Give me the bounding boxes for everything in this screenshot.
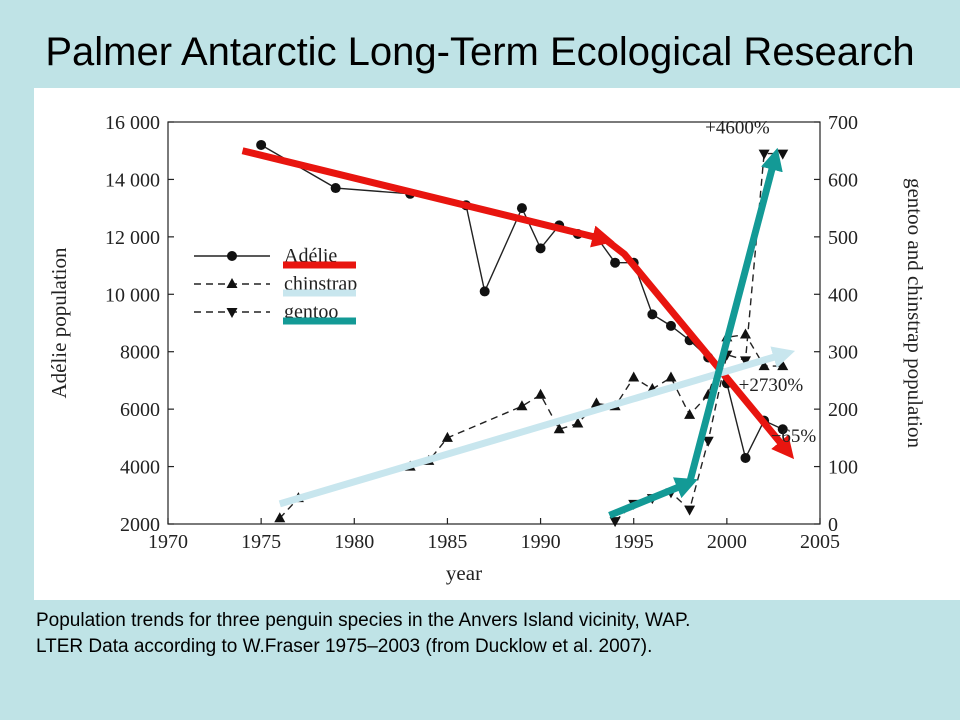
x-tick-label: 1990 <box>521 531 561 553</box>
chinstrap-point <box>535 388 547 399</box>
gentoo-point <box>739 356 751 367</box>
annotations-layer: +4600% +2730% −65% <box>705 117 816 447</box>
x-tick-label: 1980 <box>334 531 374 553</box>
chinstrap-point <box>758 360 770 371</box>
caption-line-1: Population trends for three penguin spec… <box>36 610 691 631</box>
gentoo-trend-arrow <box>686 147 783 484</box>
gentoo-point <box>702 436 714 447</box>
plot-frame <box>167 121 821 525</box>
axes-group: 1970 1975 1980 1985 1990 1995 2000 200520004000… <box>47 112 927 585</box>
y-left-tick-label: 2000 <box>120 514 160 536</box>
chinstrap-trend-arrow <box>278 346 796 508</box>
ad-lie-point <box>665 320 676 331</box>
annotation-1: +4600% <box>705 117 770 138</box>
caption-line-2: LTER Data according to W.Fraser 1975–200… <box>36 636 653 657</box>
y-right-tick-label: 700 <box>828 112 858 134</box>
gentoo-trend-arrow <box>608 477 698 519</box>
chart-panel: 1970 1975 1980 1985 1990 1995 2000 2005 2000 4000… <box>34 88 960 600</box>
gentoo-series-line <box>614 152 783 522</box>
slide-title: Palmer Antarctic Long-Term Ecological Re… <box>45 30 915 74</box>
ad-lie-point <box>610 257 621 268</box>
ad-lie-point <box>516 203 527 214</box>
gentoo-point <box>609 517 621 528</box>
series-layer <box>256 139 789 528</box>
x-tick-label: 1985 <box>427 531 467 553</box>
y-right-tick-label: 400 <box>828 284 858 306</box>
chinstrap-point <box>441 431 453 442</box>
x-tick-label: 2000 <box>707 531 747 553</box>
ad-lie-point <box>256 139 267 150</box>
ad-lie-point <box>330 183 341 194</box>
annotation-2: +2730% <box>739 375 804 396</box>
ad-lie-point <box>479 286 490 297</box>
chinstrap-point <box>665 371 677 382</box>
annotation-3: −65% <box>771 426 817 447</box>
x-tick-label: 1995 <box>614 531 654 553</box>
ad-lie-point <box>740 452 751 463</box>
y-left-tick-label: 12 000 <box>105 227 160 249</box>
y-right-tick-label: 300 <box>828 342 858 364</box>
y-left-tick-label: 6000 <box>120 399 160 421</box>
ad-lie-trend-arrow <box>241 147 615 248</box>
y-left-tick-label: 14 000 <box>105 169 160 191</box>
y-left-tick-label: 16 000 <box>105 112 160 134</box>
y-left-axis-label: Adélie population <box>47 247 71 399</box>
legend-marker-gentoo <box>226 308 238 318</box>
trend-arrows-layer <box>241 147 796 519</box>
ad-lie-series-line <box>260 144 784 460</box>
gentoo-point <box>684 505 696 516</box>
chinstrap-point <box>684 408 696 419</box>
y-left-tick-label: 8000 <box>120 342 160 364</box>
chinstrap-point <box>572 417 584 428</box>
chinstrap-point <box>516 400 528 411</box>
caption: Population trends for three penguin spec… <box>36 608 936 660</box>
chinstrap-point <box>590 397 602 408</box>
ad-lie-point <box>647 309 658 320</box>
y-right-tick-label: 200 <box>828 399 858 421</box>
y-right-tick-label: 100 <box>828 457 858 479</box>
x-axis-label: year <box>446 561 482 585</box>
legend-marker-ad-lie <box>227 251 237 261</box>
y-right-tick-label: 0 <box>828 514 838 536</box>
x-tick-label: 2005 <box>800 531 840 553</box>
y-left-tick-label: 4000 <box>120 457 160 479</box>
y-right-tick-label: 500 <box>828 227 858 249</box>
x-tick-label: 1975 <box>241 531 281 553</box>
ad-lie-point <box>535 243 546 254</box>
penguin-population-chart: 1970 1975 1980 1985 1990 1995 2000 200520004000… <box>47 112 927 585</box>
chinstrap-point <box>628 371 640 382</box>
chinstrap-point <box>274 512 286 523</box>
y-right-tick-label: 600 <box>828 169 858 191</box>
x-tick-label: 1970 <box>148 531 188 553</box>
chinstrap-point <box>777 360 789 371</box>
chinstrap-point <box>553 423 565 434</box>
gentoo-point <box>777 149 789 160</box>
ad-lie-point <box>777 424 788 435</box>
gentoo-point <box>758 149 770 160</box>
y-right-axis-label: gentoo and chinstrap population <box>903 178 927 449</box>
legend-marker-chinstrap <box>226 278 238 288</box>
y-left-tick-label: 10 000 <box>105 284 160 306</box>
ad-lie-trend-arrow <box>603 236 795 460</box>
chinstrap-point <box>739 328 751 339</box>
